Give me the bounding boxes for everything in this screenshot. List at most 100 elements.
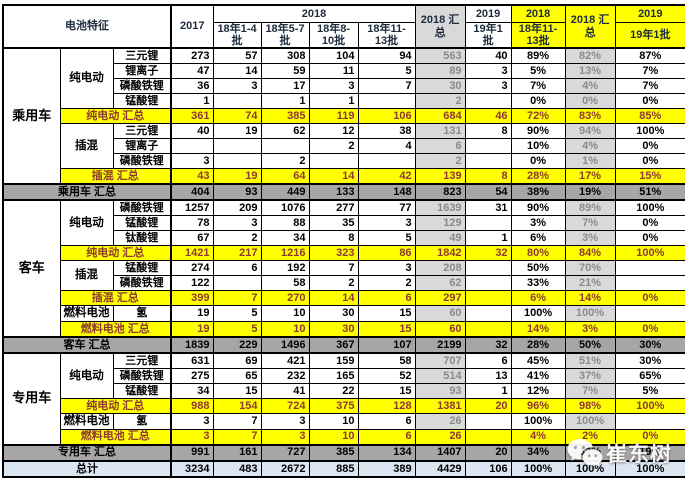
value-cell-pct-batch-11-13: 45% (510, 351, 566, 369)
value-cell-batch-1-4: 7 (212, 412, 262, 430)
header-2018-highlight: 2018 (510, 4, 566, 23)
table-row: 燃料电池 汇总 19 5 10 30 15 60 14% 3% 0% (3, 320, 685, 338)
value-cell-batch-11-13: 3 (357, 215, 416, 232)
value-cell-pct-2019 (614, 305, 685, 322)
value-cell-batch-1-4: 161 (212, 443, 262, 462)
value-cell-pct-batch-11-13: 96% (510, 397, 566, 414)
value-cell-2019 (464, 320, 512, 338)
value-cell-pct-2019: 7% (614, 63, 685, 80)
value-cell-2018-total: 1639 (414, 199, 466, 217)
value-cell-2018-total: 2 (414, 93, 466, 110)
table-row: 燃料电池氢 3 7 3 10 6 26 100% 100% (3, 412, 685, 430)
data-table: 电池特征 2017 2018 2018 汇总 2019 2018 2018 汇总… (2, 4, 685, 479)
value-cell-pct-batch-11-13: 80% (510, 245, 566, 262)
table-header: 电池特征 2017 2018 2018 汇总 2019 2018 2018 汇总… (2, 4, 685, 49)
battery-type-label: 磷酸铁锂 (112, 153, 173, 170)
table-row: 专用车 纯电动 三元锂 631 69 421 159 58 707 6 45% 51% 30% (2, 351, 685, 446)
value-cell-batch-1-4: 65 (212, 367, 262, 384)
value-cell-batch-11-13: 134 (357, 443, 416, 462)
value-cell-pct-2018-total: 7% (564, 215, 616, 232)
value-cell-pct-2018-total: 89% (564, 199, 616, 217)
subtotal-label: 燃料电池 汇总 (59, 320, 173, 338)
value-cell-batch-5-7: 308 (260, 47, 310, 65)
value-cell-pct-2018-total: 14% (564, 290, 616, 307)
table-row-section-total: 乘用车 汇总 404 93 449 133 148 823 54 38% 19% 51% (2, 183, 685, 202)
value-cell-2018-total: 1381 (414, 397, 466, 414)
value-cell-pct-2019 (614, 275, 685, 292)
section-total-label: 乘用车 汇总 (2, 183, 172, 202)
value-cell-batch-1-4: 57 (212, 47, 262, 65)
value-cell-batch-5-7: 724 (260, 397, 310, 414)
value-cell-2018-total: 131 (414, 123, 466, 140)
value-cell-pct-batch-11-13: 100% (510, 305, 566, 322)
value-cell-batch-1-4: 209 (212, 199, 262, 217)
value-cell-pct-batch-11-13: 90% (510, 199, 566, 217)
header-batch-11-13-highlight: 18年11-13批 (510, 21, 566, 49)
value-cell-pct-2019: 100% (614, 123, 685, 140)
value-cell-batch-5-7: 1496 (260, 335, 310, 354)
value-cell-batch-11-13: 2 (357, 275, 416, 292)
value-cell-batch-11-13: 15 (357, 320, 416, 338)
value-cell-pct-batch-11-13: 6% (510, 290, 566, 307)
table-row: 插混 三元锂 40 19 62 12 38 131 8 90% 94% 100% (3, 123, 685, 170)
value-cell-2018-total: 297 (414, 290, 466, 307)
table-row: 磷酸铁锂 36 3 17 3 7 30 3 7% 4% 7% (3, 78, 685, 95)
value-cell-batch-8-10: 119 (308, 108, 359, 125)
value-cell-batch-1-4 (212, 153, 262, 170)
value-cell-pct-2018-total: 32% (564, 443, 616, 462)
value-cell-pct-2018-total: 3% (564, 320, 616, 338)
header-2018-total: 2018 汇总 (414, 4, 466, 49)
table-row: 乘用车 纯电动 三元锂 273 57 308 104 94 563 40 89% 82% 87% (2, 47, 685, 185)
value-cell-2019 (464, 215, 512, 232)
value-cell-2019: 1 (464, 382, 512, 399)
value-cell-batch-11-13: 42 (357, 168, 416, 185)
value-cell-pct-batch-11-13: 28% (510, 335, 566, 354)
value-cell-pct-2019: 0% (614, 153, 685, 170)
value-cell-pct-2018-total: 94% (564, 123, 616, 140)
battery-type-label: 氢 (112, 305, 173, 322)
value-cell-pct-2018-total: 50% (564, 335, 616, 354)
value-cell-batch-11-13: 52 (357, 367, 416, 384)
value-cell-2019: 20 (464, 397, 512, 414)
value-cell-pct-batch-11-13: 38% (510, 183, 566, 202)
value-cell-batch-5-7: 1 (260, 93, 310, 110)
value-cell-2017: 991 (170, 443, 214, 462)
value-cell-pct-2019: 19% (614, 443, 685, 462)
value-cell-2017: 1 (170, 93, 214, 110)
section-total-label: 专用车 汇总 (2, 443, 172, 462)
value-cell-batch-1-4: 3 (212, 215, 262, 232)
value-cell-batch-8-10: 11 (308, 63, 359, 80)
value-cell-pct-2018-total: 17% (564, 168, 616, 185)
value-cell-2017: 1257 (170, 199, 214, 217)
value-cell-batch-5-7: 3 (260, 428, 310, 446)
value-cell-2017: 34 (170, 382, 214, 399)
value-cell-pct-2019: 100% (614, 245, 685, 262)
value-cell-pct-2019 (614, 412, 685, 430)
header-batch-5-7: 18年5-7批 (260, 21, 310, 49)
table-row-section-total: 客车 汇总 1839 229 1496 367 107 2199 32 28% 50% 30% (2, 335, 685, 354)
value-cell-2017: 361 (170, 108, 214, 125)
value-cell-pct-2019: 65% (614, 367, 685, 384)
value-cell-2018-total: 139 (414, 168, 466, 185)
table-row: 插混 汇总 399 7 270 14 6 297 6% 14% 0% (3, 290, 685, 307)
value-cell-2019 (464, 412, 512, 430)
value-cell-batch-8-10: 375 (308, 397, 359, 414)
value-cell-batch-5-7: 3 (260, 412, 310, 430)
value-cell-2019: 3 (464, 78, 512, 95)
value-cell-2019 (464, 428, 512, 446)
value-cell-2019: 8 (464, 168, 512, 185)
value-cell-batch-11-13: 86 (357, 245, 416, 262)
table-row: 纯电动 汇总 361 74 385 119 106 684 46 72% 83% 85% (3, 108, 685, 125)
vehicle-group-label: 乘用车 (2, 47, 61, 185)
value-cell-batch-5-7: 58 (260, 275, 310, 292)
value-cell-2018-total: 1842 (414, 245, 466, 262)
value-cell-batch-1-4 (212, 93, 262, 110)
value-cell-pct-batch-11-13: 6% (510, 230, 566, 247)
value-cell-2017: 19 (170, 320, 214, 338)
value-cell-pct-batch-11-13: 41% (510, 367, 566, 384)
value-cell-pct-2018-total: 4% (564, 78, 616, 95)
value-cell-batch-11-13: 4 (357, 138, 416, 155)
value-cell-pct-2018-total: 83% (564, 108, 616, 125)
value-cell-pct-batch-11-13: 89% (510, 47, 566, 65)
value-cell-2018-total: 26 (414, 412, 466, 430)
